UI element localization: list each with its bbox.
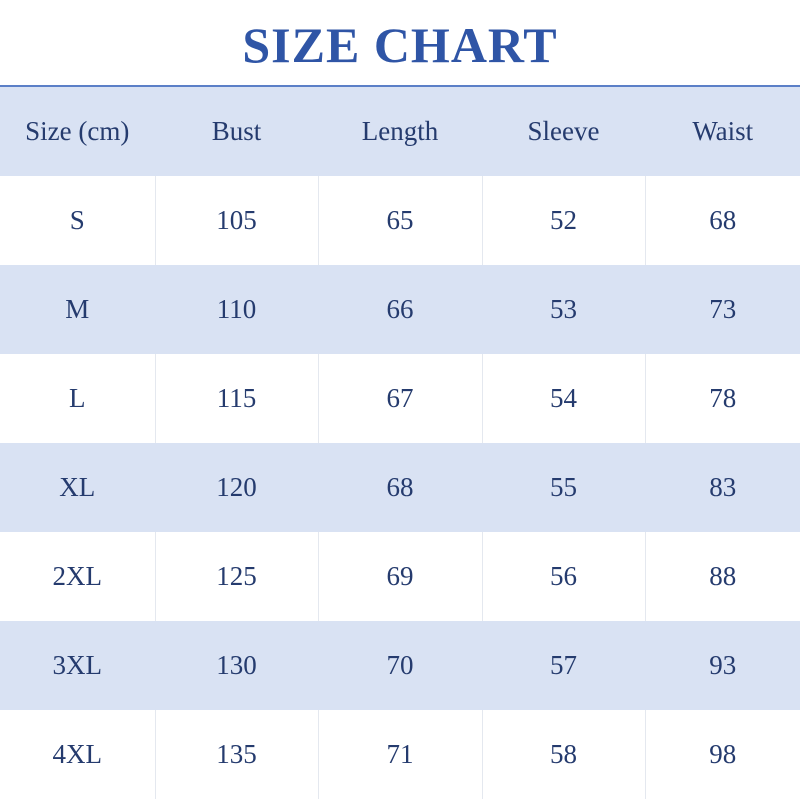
table-row: L 115 67 54 78 xyxy=(0,354,800,443)
measurement-cell: 125 xyxy=(154,532,318,621)
measurement-cell: 78 xyxy=(644,354,800,443)
measurement-cell: 66 xyxy=(317,265,482,354)
measurement-cell: 68 xyxy=(644,176,800,265)
measurement-cell: 115 xyxy=(154,354,318,443)
size-chart-table: Size (cm) Bust Length Sleeve Waist S 105 65 52 6… xyxy=(0,87,800,799)
size-label-cell: L xyxy=(69,383,86,413)
measurement-cell: 68 xyxy=(317,443,482,532)
measurement-cell: 130 xyxy=(154,621,318,710)
column-header: Bust xyxy=(154,87,318,176)
table-row: 4XL 135 71 58 98 xyxy=(0,710,800,799)
size-label-cell: XL xyxy=(0,443,155,532)
size-label-cell: 2XL xyxy=(52,561,103,591)
measurement-cell: 54 xyxy=(481,354,645,443)
measurement-cell: 93 xyxy=(644,621,800,710)
page-title: SIZE CHART xyxy=(242,17,558,73)
header-row: Size (cm) Bust Length Sleeve Waist xyxy=(0,87,800,176)
measurement-cell: 53 xyxy=(481,265,645,354)
size-label-cell: 3XL xyxy=(0,621,155,710)
measurement-cell: 70 xyxy=(317,621,482,710)
measurement-cell: 105 xyxy=(154,176,318,265)
measurement-cell: 98 xyxy=(644,710,800,799)
measurement-cell: 55 xyxy=(481,443,645,532)
column-header: Sleeve xyxy=(481,87,645,176)
measurement-cell: 69 xyxy=(317,532,482,621)
table-row: 2XL 125 69 56 88 xyxy=(0,532,800,621)
column-header: Size (cm) xyxy=(0,87,155,176)
size-label-cell: M xyxy=(0,265,155,354)
measurement-cell: 110 xyxy=(154,265,318,354)
measurement-cell: 120 xyxy=(154,443,318,532)
measurement-cell: 67 xyxy=(317,354,482,443)
column-header: Waist xyxy=(644,87,800,176)
measurement-cell: 88 xyxy=(644,532,800,621)
measurement-cell: 135 xyxy=(154,710,318,799)
table-row: 3XL 130 70 57 93 xyxy=(0,621,800,710)
table-row: S 105 65 52 68 xyxy=(0,176,800,265)
measurement-cell: 57 xyxy=(481,621,645,710)
measurement-cell: 56 xyxy=(481,532,645,621)
table-row: M 110 66 53 73 xyxy=(0,265,800,354)
measurement-cell: 65 xyxy=(317,176,482,265)
measurement-cell: 52 xyxy=(481,176,645,265)
column-header: Length xyxy=(317,87,482,176)
table-row: XL 120 68 55 83 xyxy=(0,443,800,532)
title-divider xyxy=(0,85,800,87)
size-label-cell: S xyxy=(69,205,85,235)
measurement-cell: 83 xyxy=(644,443,800,532)
measurement-cell: 71 xyxy=(317,710,482,799)
measurement-cell: 58 xyxy=(481,710,645,799)
size-label-cell: 4XL xyxy=(52,739,103,769)
measurement-cell: 73 xyxy=(644,265,800,354)
